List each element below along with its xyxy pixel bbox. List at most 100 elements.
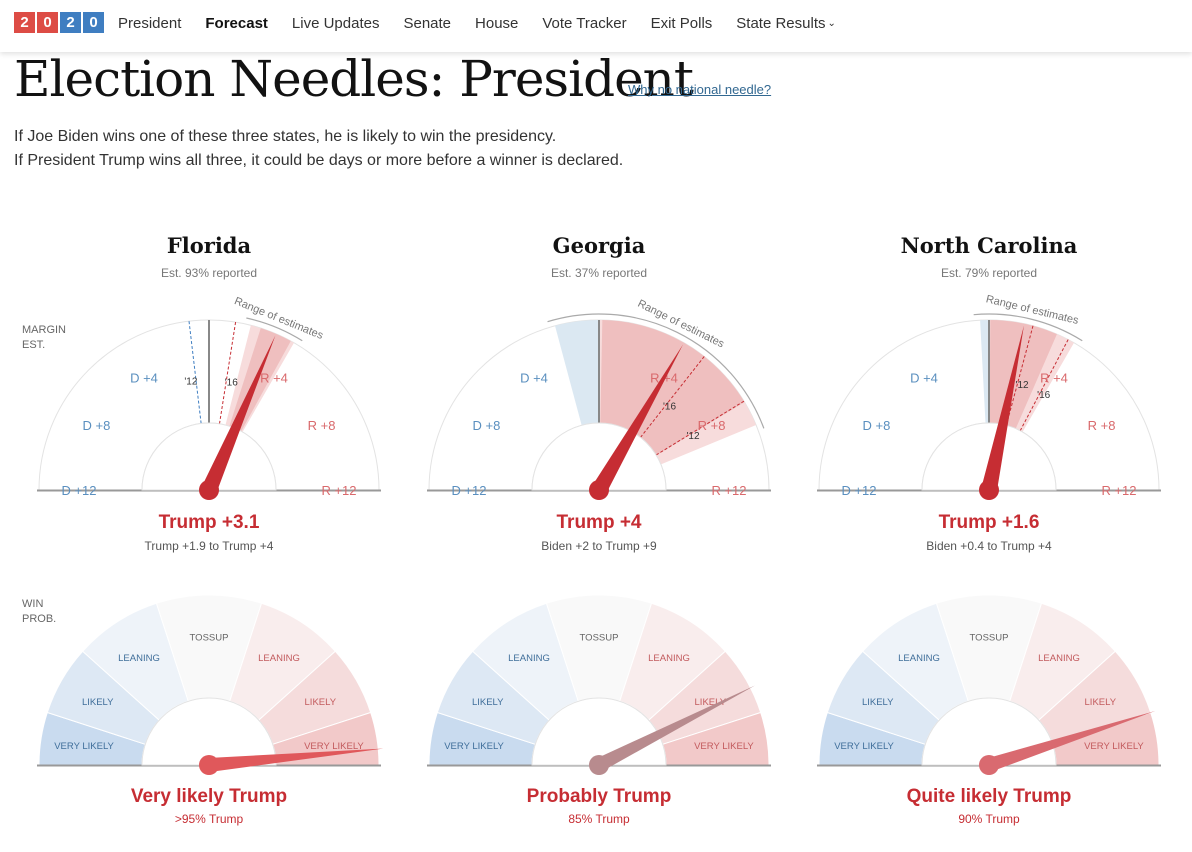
state-title-florida: Florida	[166, 233, 252, 258]
prior-year-label: '12	[1016, 380, 1029, 391]
prob-band-label: VERY LIKELY	[54, 741, 114, 752]
reported-north-carolina: Est. 79% reported	[940, 266, 1038, 280]
prob-band-label: VERY LIKELY	[834, 741, 894, 752]
margin-estimate-florida: Trump +3.1	[158, 512, 260, 533]
margin-tick-label: R +4	[1040, 370, 1068, 385]
margin-tick-label: D +8	[83, 418, 111, 433]
margin-tick-label: D +8	[473, 418, 501, 433]
prob-band-label: VERY LIKELY	[304, 741, 364, 752]
logo-digit: 2	[14, 12, 35, 33]
margin-tick-label: R +8	[698, 418, 726, 433]
nav-item-exit-polls[interactable]: Exit Polls	[650, 15, 713, 32]
side-label-line: PROB.	[22, 613, 57, 625]
intro-line: If Joe Biden wins one of these three sta…	[14, 128, 557, 145]
win-probability-label: WIN PROB.	[22, 597, 56, 627]
range-band-dem	[555, 320, 599, 426]
margin-estimate-north-carolina: Trump +1.6	[938, 512, 1040, 533]
prior-year-line	[188, 321, 202, 424]
margin-tick-label: R +12	[711, 483, 746, 498]
prob-band-label: LIKELY	[305, 697, 337, 708]
win-prob-needle	[595, 685, 755, 772]
margin-needle	[201, 335, 276, 494]
prob-band-label: TOSSUP	[190, 633, 229, 644]
margin-tick-label: D +8	[863, 418, 891, 433]
side-label-line: MARGIN	[22, 324, 66, 336]
margin-tick-label: R +8	[1088, 418, 1116, 433]
nav-item-forecast[interactable]: Forecast	[205, 15, 268, 32]
margin-tick-label: D +12	[451, 483, 486, 498]
logo-digit: 0	[83, 12, 104, 33]
prior-year-line	[1019, 339, 1069, 431]
prior-year-line	[218, 322, 237, 424]
margin-estimate-georgia: Trump +4	[556, 512, 642, 533]
margin-tick-label: R +4	[260, 370, 288, 385]
state-title-north-carolina: North Carolina	[900, 233, 1078, 258]
page-title: Election Needles: President	[14, 50, 694, 108]
logo-digit: 2	[60, 12, 81, 33]
prob-band-label: VERY LIKELY	[444, 741, 504, 752]
prior-year-label: '12	[687, 431, 700, 442]
top-nav: 2 0 2 0 President Forecast Live Updates …	[0, 0, 1192, 52]
prob-band-label: LEANING	[1038, 653, 1080, 664]
margin-tick-label: D +4	[520, 370, 548, 385]
nav-item-live-updates[interactable]: Live Updates	[291, 15, 380, 32]
margin-needle-georgia: Range of estimates'12'16D +12D +8D +4R +…	[427, 298, 771, 500]
win-prob-label-georgia: Probably Trump	[526, 786, 672, 807]
prior-year-label: '12	[184, 377, 197, 388]
prob-band-label: LEANING	[898, 653, 940, 664]
range-band-dem	[980, 320, 989, 424]
needle-pivot	[199, 755, 219, 775]
margin-range-florida: Trump +1.9 to Trump +4	[144, 539, 274, 553]
prob-band-label: LIKELY	[472, 697, 504, 708]
nav-item-vote-tracker[interactable]: Vote Tracker	[542, 15, 627, 32]
why-no-national-needle-link[interactable]: Why no national needle?	[628, 82, 772, 97]
win-prob-pct-north-carolina: 90% Trump	[958, 812, 1020, 826]
prior-year-label: '16	[1037, 390, 1050, 401]
nav-menu: President Forecast Live Updates Senate H…	[118, 15, 860, 32]
nav-item-president[interactable]: President	[118, 15, 182, 32]
margin-needle	[981, 325, 1024, 492]
logo-digit: 0	[37, 12, 58, 33]
prob-band-label: LEANING	[258, 653, 300, 664]
prob-band-label: TOSSUP	[970, 633, 1009, 644]
needle-pivot	[979, 755, 999, 775]
intro-line: If President Trump wins all three, it co…	[14, 152, 624, 169]
margin-tick-label: R +12	[1101, 483, 1136, 498]
win-prob-label-florida: Very likely Trump	[130, 786, 288, 807]
side-label-line: EST.	[22, 339, 46, 351]
nav-item-state-results[interactable]: State Results ⌄	[736, 15, 836, 32]
win-prob-label-north-carolina: Quite likely Trump	[906, 786, 1072, 807]
prior-year-line	[655, 400, 745, 456]
margin-estimate-label: MARGIN EST.	[22, 323, 66, 353]
prior-year-label: '16	[225, 377, 238, 388]
margin-tick-label: D +12	[841, 483, 876, 498]
range-arc	[246, 317, 303, 342]
prob-band-label: LIKELY	[1085, 697, 1117, 708]
needle-pivot	[589, 480, 609, 500]
margin-range-georgia: Biden +2 to Trump +9	[541, 539, 657, 553]
prob-band-label: LIKELY	[862, 697, 894, 708]
margin-needle	[592, 344, 683, 494]
needle-pivot	[979, 480, 999, 500]
needle-pivot	[589, 755, 609, 775]
range-arc	[547, 313, 765, 429]
prob-band-label: LEANING	[648, 653, 690, 664]
prob-band-label: VERY LIKELY	[694, 741, 754, 752]
margin-tick-label: D +12	[61, 483, 96, 498]
prob-band-label: LEANING	[118, 653, 160, 664]
win-prob-needle-florida: VERY LIKELY LIKELY LEANING TOSSUP LEANING LIK…	[37, 594, 384, 775]
margin-tick-label: D +4	[910, 370, 938, 385]
chevron-down-icon: ⌄	[827, 18, 836, 29]
state-title-georgia: Georgia	[552, 233, 646, 258]
nav-item-senate[interactable]: Senate	[403, 15, 452, 32]
prob-band-label: LIKELY	[82, 697, 114, 708]
prob-band-label: LIKELY	[695, 697, 727, 708]
range-arc	[973, 313, 1083, 342]
prob-band-label: TOSSUP	[580, 633, 619, 644]
margin-tick-label: R +8	[308, 418, 336, 433]
election-2020-logo[interactable]: 2 0 2 0	[14, 12, 104, 33]
nav-item-house[interactable]: House	[475, 15, 519, 32]
margin-needle-north-carolina: Range of estimates'12'16D +12D +8D +4 R +…	[817, 293, 1161, 500]
prior-year-label: '16	[663, 402, 676, 413]
win-prob-needle	[208, 748, 384, 772]
